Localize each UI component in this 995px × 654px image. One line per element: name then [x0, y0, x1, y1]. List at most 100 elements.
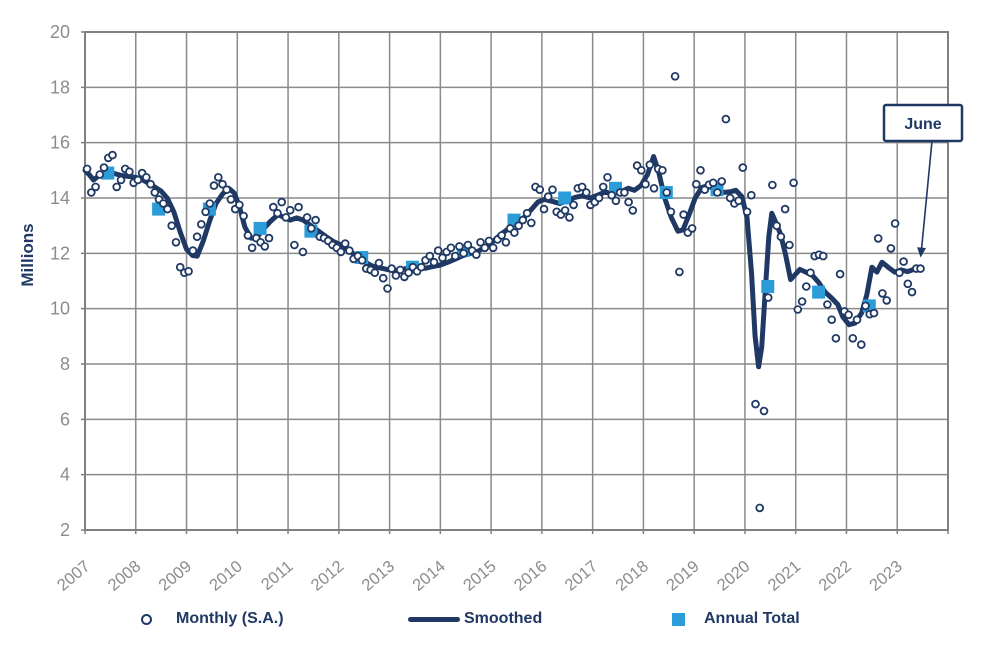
x-tick-label: 2015	[460, 557, 500, 594]
monthly-point	[662, 188, 671, 197]
monthly-point	[277, 197, 287, 207]
monthly-point	[163, 204, 172, 214]
monthly-point	[535, 185, 545, 195]
monthly-point	[594, 193, 604, 203]
annual-total-marker	[558, 191, 572, 205]
x-tick-label: 2014	[409, 557, 449, 594]
x-tick-label: 2010	[206, 557, 246, 594]
monthly-point	[603, 173, 612, 182]
monthly-point	[247, 243, 257, 253]
monthly-point	[831, 333, 841, 343]
x-tick-label: 2012	[308, 557, 348, 594]
annotation-box	[882, 103, 964, 143]
monthly-marker-icon	[141, 613, 152, 625]
y-axis-title: Millions	[18, 223, 37, 286]
monthly-point	[878, 289, 887, 298]
monthly-point	[598, 182, 608, 192]
monthly-point	[522, 208, 532, 218]
monthly-point	[192, 232, 202, 242]
monthly-point	[378, 273, 388, 283]
monthly-point	[844, 310, 853, 320]
monthly-point	[340, 239, 350, 248]
monthly-point	[171, 238, 181, 247]
monthly-point	[205, 199, 215, 208]
monthly-point	[459, 249, 468, 258]
monthly-point	[281, 213, 291, 222]
y-tick-label: 18	[50, 77, 70, 97]
monthly-point	[302, 213, 312, 222]
annotation-arrow	[920, 140, 933, 249]
monthly-point	[91, 182, 100, 192]
monthly-point	[425, 251, 435, 261]
monthly-point	[526, 218, 536, 228]
monthly-point	[560, 206, 570, 215]
monthly-point	[687, 224, 697, 233]
monthly-point	[159, 199, 168, 208]
monthly-point	[146, 179, 155, 189]
y-tick-label: 8	[60, 354, 70, 374]
monthly-point	[776, 232, 786, 242]
monthly-point	[383, 284, 392, 293]
monthly-point	[755, 503, 764, 513]
monthly-point	[218, 179, 227, 189]
monthly-point	[268, 202, 278, 212]
monthly-point	[488, 243, 498, 253]
monthly-point	[497, 231, 507, 240]
monthly-point	[387, 264, 397, 273]
legend-label-annual: Annual Total	[704, 610, 800, 627]
x-tick-label: 2011	[258, 557, 297, 594]
monthly-point	[142, 173, 151, 182]
monthly-point	[395, 265, 405, 275]
monthly-point	[725, 193, 735, 203]
monthly-point	[239, 211, 248, 221]
monthly-point	[670, 72, 680, 81]
monthly-point	[175, 262, 185, 272]
x-axis-labels: 2007 2008 2009 2010 2011 2012 2013 2014 2015 2016…	[54, 557, 906, 594]
y-tick-label: 10	[50, 299, 70, 319]
monthly-point	[675, 267, 684, 277]
y-tick-label: 20	[50, 22, 70, 42]
monthly-point	[116, 175, 126, 185]
monthly-point	[133, 175, 143, 185]
monthly-point	[226, 195, 236, 204]
y-tick-label: 16	[50, 133, 70, 153]
x-tick-label: 2013	[358, 557, 398, 594]
annual-total-marker	[761, 280, 775, 293]
monthly-point	[624, 197, 633, 207]
monthly-point	[628, 206, 638, 215]
monthly-point	[577, 182, 587, 192]
smoothed-marker-icon	[408, 616, 460, 622]
annual-marker-icon	[672, 612, 685, 626]
annotation-label: June	[904, 116, 941, 133]
monthly-point	[565, 213, 574, 222]
monthly-point	[539, 204, 549, 214]
monthly-scatter-points	[82, 72, 925, 513]
monthly-point	[607, 190, 616, 200]
monthly-point	[666, 207, 676, 217]
monthly-point	[611, 196, 621, 206]
monthly-point	[184, 266, 193, 276]
smoothed-line	[82, 154, 917, 370]
monthly-point	[476, 238, 485, 247]
y-axis-labels: 20 18 16 14 12 10 8 6 4 2	[50, 22, 70, 540]
y-tick-label: 14	[50, 188, 70, 208]
monthly-point	[882, 296, 891, 305]
monthly-point	[636, 166, 646, 175]
monthly-point	[696, 166, 705, 175]
monthly-point	[108, 150, 117, 160]
monthly-point	[759, 406, 769, 416]
annotation-arrowhead	[917, 247, 926, 258]
monthly-point	[734, 196, 743, 206]
x-tick-label: 2023	[866, 557, 906, 594]
monthly-point	[243, 231, 253, 240]
legend-label-monthly: Monthly (S.A.)	[176, 610, 284, 627]
monthly-point	[501, 238, 511, 247]
monthly-point	[264, 233, 274, 243]
monthly-point	[125, 167, 134, 177]
monthly-point	[201, 207, 210, 217]
monthly-point	[785, 240, 794, 250]
monthly-point	[260, 242, 270, 251]
monthly-point	[789, 178, 798, 188]
y-tick-label: 2	[60, 520, 70, 540]
monthly-point	[645, 160, 655, 170]
